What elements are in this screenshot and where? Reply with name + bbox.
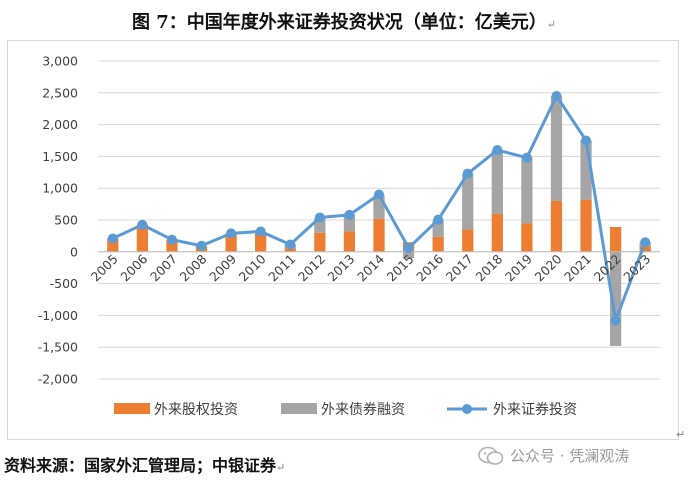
legend-swatch (114, 403, 150, 414)
line-point (255, 226, 266, 237)
x-tick-label: 2009 (206, 251, 239, 284)
x-tick-label: 2010 (236, 251, 269, 284)
bar-debt (491, 150, 503, 214)
x-tick-label: 2021 (561, 251, 594, 284)
legend-label: 外来股权投资 (154, 402, 238, 418)
bar-debt (550, 95, 563, 201)
wechat-icon (478, 446, 504, 465)
bar-equity (521, 223, 533, 252)
legend-marker-swatch (462, 404, 472, 414)
bar-equity (166, 240, 178, 252)
y-tick-label: -2,000 (38, 372, 78, 387)
y-tick-label: 3,000 (42, 54, 78, 69)
watermark: 公众号 · 凭澜观涛 (478, 445, 629, 466)
line-point (344, 209, 355, 220)
bar-debt (610, 251, 622, 346)
bar-equity (107, 238, 119, 252)
bar-debt (314, 218, 326, 233)
line-point (492, 145, 503, 156)
bar-debt (373, 195, 385, 219)
line-point (166, 234, 177, 245)
x-tick-label: 2018 (472, 251, 505, 284)
line-point (433, 214, 444, 225)
bar-debt (402, 251, 415, 259)
line-point (581, 135, 592, 146)
line-point (107, 233, 118, 244)
bar-equity (373, 218, 385, 252)
x-tick-label: 2020 (531, 251, 564, 284)
bar-equity (343, 231, 356, 252)
chart-frame (7, 40, 679, 440)
source-return-mark-icon: ↵ (276, 461, 286, 474)
legend-swatch (281, 403, 317, 414)
bar-equity (136, 224, 148, 252)
line-point (285, 239, 296, 250)
chart-title: 图 7：中国年度外来证券投资状况（单位：亿美元）↵ (0, 8, 688, 34)
line-point (196, 240, 207, 251)
frame-return-mark-icon: ↵ (676, 428, 686, 441)
x-tick-label: 2023 (620, 251, 653, 284)
x-tick-label: 2008 (177, 251, 210, 284)
x-tick-label: 2013 (324, 251, 357, 284)
bar-debt (462, 173, 474, 230)
bar-equity (610, 226, 622, 252)
bar-debt (432, 219, 444, 237)
watermark-text: 公众号 · 凭澜观涛 (510, 447, 630, 465)
x-tick-label: 2017 (443, 251, 476, 284)
line-point (374, 189, 384, 200)
x-tick-label: 2006 (117, 251, 150, 284)
x-tick-label: 2014 (354, 251, 387, 284)
x-tick-label: 2016 (413, 251, 446, 284)
bar-equity (225, 233, 237, 252)
y-tick-label: 2,000 (42, 117, 78, 132)
y-tick-label: 1,000 (42, 181, 78, 196)
y-tick-label: 2,500 (42, 85, 78, 100)
x-tick-label: 2019 (502, 251, 535, 284)
bar-equity (314, 232, 326, 252)
x-tick-label: 2011 (265, 251, 298, 284)
legend-label: 外来债券融资 (321, 402, 405, 418)
source-note: 资料来源：国家外汇管理局；中银证券↵ (4, 452, 285, 476)
line-point (640, 237, 651, 248)
bar-debt (521, 157, 533, 224)
bar-equity (550, 200, 563, 252)
bar-equity (284, 248, 296, 252)
y-tick-label: -1,500 (38, 340, 78, 355)
line-point (610, 315, 621, 326)
x-tick-label: 2007 (147, 251, 180, 284)
legend-label: 外来证券投资 (493, 402, 577, 418)
line-point (403, 242, 414, 253)
y-tick-label: -1,000 (38, 308, 78, 323)
line-point (137, 219, 148, 230)
bar-equity (255, 232, 267, 252)
x-tick-label: 2012 (295, 251, 328, 284)
return-mark-icon: ↵ (546, 18, 556, 31)
chart-title-text: 图 7：中国年度外来证券投资状况（单位：亿美元） (131, 12, 547, 33)
bar-equity (580, 199, 592, 252)
bar-equity (639, 245, 651, 252)
line-point (314, 212, 325, 223)
bar-equity (462, 229, 474, 252)
source-text: 资料来源：国家外汇管理局；中银证券 (4, 456, 277, 475)
x-tick-label: 2005 (88, 251, 121, 284)
y-tick-label: 500 (54, 213, 78, 228)
line-point (551, 90, 562, 101)
y-tick-label: 1,500 (42, 149, 78, 164)
line-point (226, 228, 237, 239)
bar-debt (580, 140, 592, 200)
bar-equity (432, 236, 444, 252)
line-point (462, 168, 473, 179)
line-point (521, 152, 532, 163)
y-tick-label: 0 (70, 244, 78, 259)
bar-debt (343, 214, 356, 232)
y-tick-label: -500 (50, 276, 78, 291)
bar-equity (491, 213, 503, 252)
